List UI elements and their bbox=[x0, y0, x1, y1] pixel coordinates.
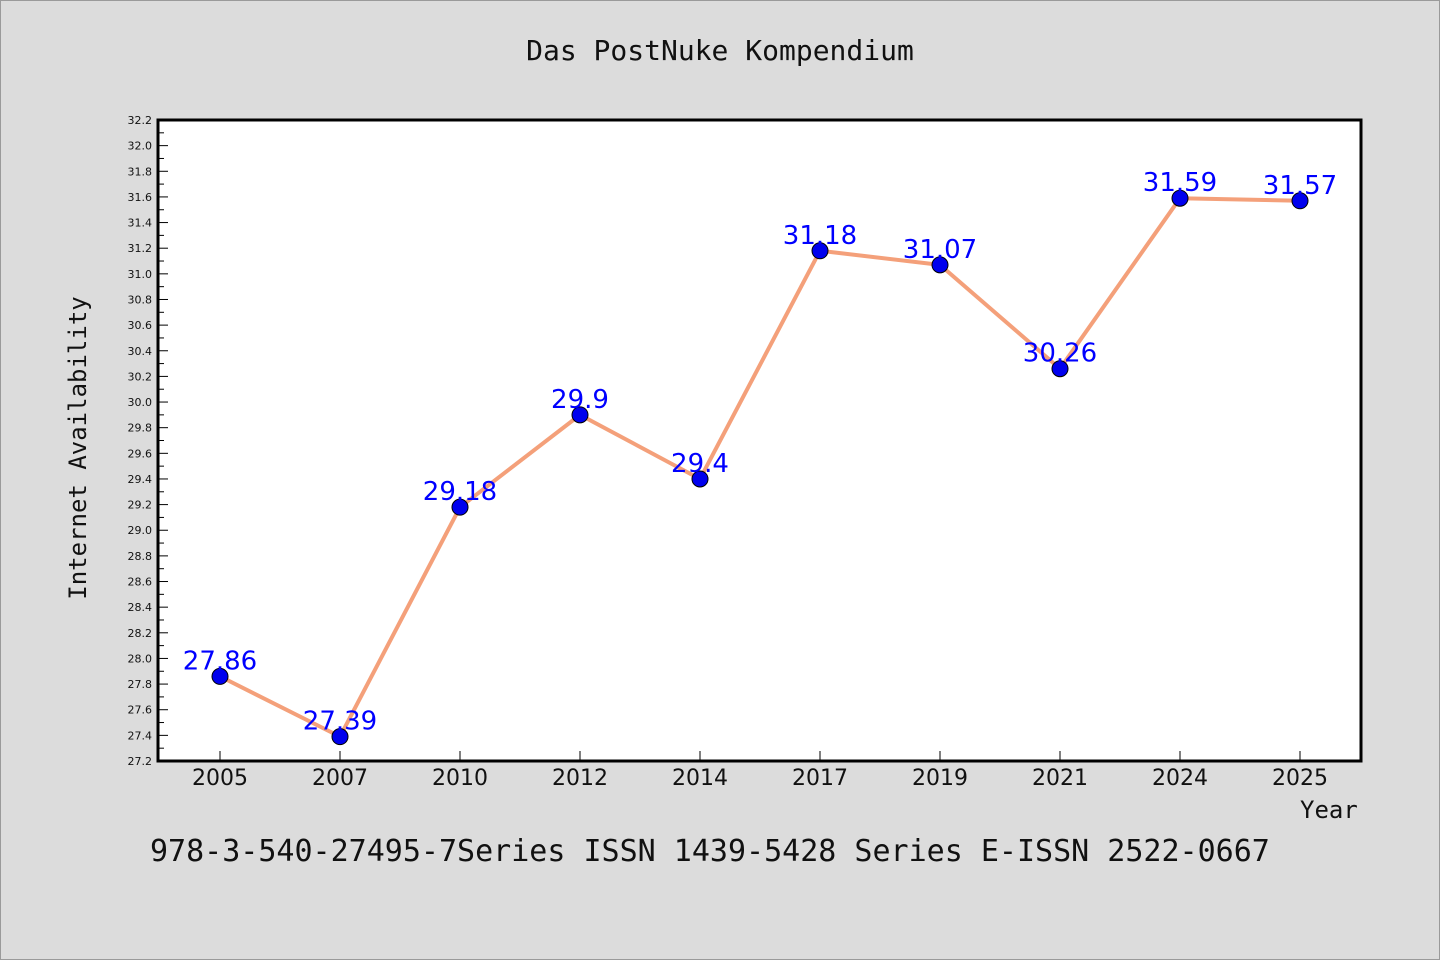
data-point bbox=[1291, 192, 1309, 210]
y-tick-label: 32.2 bbox=[128, 114, 153, 127]
y-tick-label: 30.2 bbox=[128, 370, 153, 383]
y-tick-label: 27.2 bbox=[128, 755, 153, 768]
data-point bbox=[571, 406, 589, 424]
data-label: 27.39 bbox=[303, 707, 377, 737]
data-label: 31.57 bbox=[1263, 171, 1337, 201]
data-label: 30.26 bbox=[1023, 339, 1097, 369]
y-tick-label: 30.0 bbox=[128, 396, 153, 409]
y-tick-label: 28.0 bbox=[128, 652, 153, 665]
y-tick-label: 30.8 bbox=[128, 293, 153, 306]
data-label: 31.07 bbox=[903, 235, 977, 265]
data-point bbox=[931, 256, 949, 274]
x-tick-label: 2019 bbox=[912, 766, 968, 791]
y-tick-label: 28.4 bbox=[128, 601, 153, 614]
data-label: 29.9 bbox=[551, 385, 609, 415]
y-tick-label: 31.4 bbox=[128, 217, 153, 230]
x-tick-label: 2025 bbox=[1272, 766, 1328, 791]
y-tick-label: 28.2 bbox=[128, 627, 153, 640]
y-tick-label: 27.4 bbox=[128, 729, 153, 742]
y-tick-label: 32.0 bbox=[128, 140, 153, 153]
x-tick-label: 2005 bbox=[192, 766, 248, 791]
data-label: 31.18 bbox=[783, 221, 857, 251]
series-line bbox=[219, 196, 1301, 739]
y-tick-label: 29.4 bbox=[128, 473, 153, 486]
y-tick-label: 28.6 bbox=[128, 576, 153, 589]
y-tick-label: 31.6 bbox=[128, 191, 153, 204]
x-tick-label: 2010 bbox=[432, 766, 488, 791]
x-tick-label: 2012 bbox=[552, 766, 608, 791]
chart-title: Das PostNuke Kompendium bbox=[526, 34, 914, 67]
y-tick-label: 30.4 bbox=[128, 345, 153, 358]
data-label: 31.59 bbox=[1143, 168, 1217, 198]
x-tick-label: 2021 bbox=[1032, 766, 1088, 791]
x-tick-label: 2024 bbox=[1152, 766, 1208, 791]
y-tick-label: 31.0 bbox=[128, 268, 153, 281]
data-point bbox=[331, 728, 349, 746]
x-tick-label: 2007 bbox=[312, 766, 368, 791]
data-point bbox=[451, 498, 469, 516]
y-tick-label: 27.8 bbox=[128, 678, 153, 691]
y-tick-label: 28.8 bbox=[128, 550, 153, 563]
y-tick-label: 29.2 bbox=[128, 499, 153, 512]
y-tick-label: 29.0 bbox=[128, 524, 153, 537]
y-tick-label: 27.6 bbox=[128, 704, 153, 717]
data-point bbox=[1051, 360, 1069, 378]
data-point bbox=[211, 667, 229, 685]
data-label: 27.86 bbox=[183, 646, 257, 676]
data-point bbox=[1171, 189, 1189, 207]
data-label: 29.18 bbox=[423, 477, 497, 507]
x-axis-label: Year bbox=[1300, 796, 1358, 824]
x-tick-label: 2017 bbox=[792, 766, 848, 791]
y-tick-label: 31.8 bbox=[128, 165, 153, 178]
footer-isbn-issn: 978-3-540-27495-7Series ISSN 1439-5428 S… bbox=[150, 834, 1270, 869]
data-label: 29.4 bbox=[671, 449, 729, 479]
plot-area bbox=[156, 118, 1363, 763]
data-point bbox=[811, 242, 829, 260]
x-tick-label: 2014 bbox=[672, 766, 728, 791]
y-tick-label: 29.8 bbox=[128, 422, 153, 435]
data-point bbox=[691, 470, 709, 488]
y-tick-label: 29.6 bbox=[128, 447, 153, 460]
y-tick-label: 30.6 bbox=[128, 319, 153, 332]
y-tick-label: 31.2 bbox=[128, 242, 153, 255]
